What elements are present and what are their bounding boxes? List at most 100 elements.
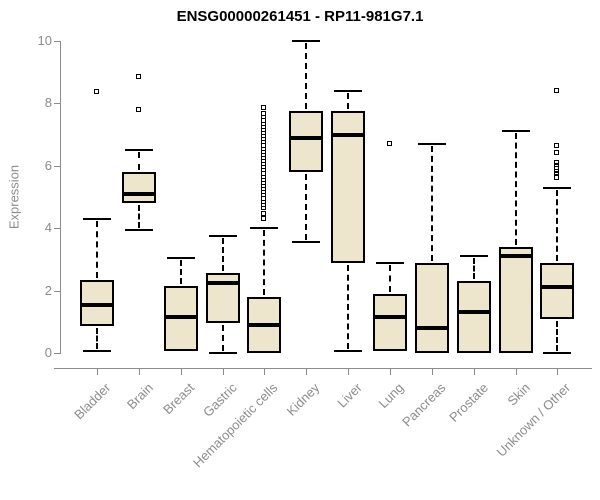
outlier-point: [387, 140, 392, 146]
outlier-point: [136, 106, 141, 112]
x-tick-label: Prostate: [445, 380, 491, 425]
upper-whisker-cap: [460, 255, 488, 258]
upper-whisker-cap: [83, 217, 111, 220]
upper-whisker-line: [138, 152, 140, 171]
x-tick-label: Liver: [334, 380, 365, 411]
box: [457, 281, 491, 353]
upper-whisker-line: [222, 238, 224, 272]
upper-whisker-cap: [502, 130, 530, 133]
outlier-point: [261, 111, 266, 117]
median-line: [542, 285, 572, 290]
lower-whisker-cap: [125, 228, 153, 231]
y-axis-tick: [54, 165, 61, 167]
outlier-point: [136, 73, 141, 79]
median-line: [291, 135, 321, 140]
y-tick-label: 2: [44, 282, 52, 298]
upper-whisker-line: [515, 133, 517, 245]
x-axis-tick: [97, 368, 98, 375]
x-axis-tick: [348, 368, 349, 375]
upper-whisker-line: [180, 259, 182, 284]
upper-whisker-line: [263, 230, 265, 295]
y-tick-label: 8: [44, 95, 52, 111]
lower-whisker-cap: [543, 352, 571, 354]
x-axis-tick: [223, 368, 224, 375]
outlier-point: [261, 105, 266, 111]
median-line: [501, 254, 531, 259]
outlier-point: [94, 89, 99, 95]
x-axis-tick: [181, 368, 182, 375]
x-axis-tick: [139, 368, 140, 375]
lower-whisker-cap: [209, 352, 237, 354]
median-line: [417, 326, 447, 331]
box: [499, 246, 533, 353]
x-axis-tick: [557, 368, 558, 375]
upper-whisker-cap: [334, 89, 362, 92]
upper-whisker-cap: [292, 40, 320, 42]
y-axis-tick: [54, 353, 61, 354]
upper-whisker-cap: [418, 142, 446, 145]
lower-whisker-line: [138, 205, 140, 228]
outlier-point: [261, 211, 266, 217]
x-tick-label: Lung: [375, 380, 407, 412]
upper-whisker-cap: [376, 261, 404, 264]
x-tick-label: Bladder: [71, 380, 114, 423]
upper-whisker-line: [305, 43, 307, 110]
upper-whisker-line: [473, 258, 475, 280]
x-axis-tick: [432, 368, 433, 375]
median-line: [333, 132, 363, 137]
upper-whisker-cap: [167, 256, 195, 259]
y-axis-line: [60, 41, 61, 354]
median-line: [166, 315, 196, 320]
box: [122, 172, 156, 204]
y-axis-tick: [54, 41, 61, 42]
y-axis-tick: [54, 290, 61, 292]
x-axis-tick: [390, 368, 391, 375]
x-axis-tick: [516, 368, 517, 375]
y-axis-tick: [54, 103, 61, 105]
y-tick-label: 10: [37, 33, 52, 48]
median-line: [375, 315, 405, 320]
outlier-point: [261, 215, 266, 221]
median-line: [124, 191, 154, 196]
median-line: [82, 302, 112, 307]
chart-title: ENSG00000261451 - RP11-981G7.1: [176, 8, 424, 25]
y-axis-tick: [54, 228, 61, 230]
x-axis-tick: [264, 368, 265, 375]
outlier-point: [554, 175, 559, 181]
upper-whisker-cap: [250, 227, 278, 230]
outlier-point: [554, 87, 559, 93]
lower-whisker-line: [556, 320, 558, 351]
y-tick-label: 6: [44, 157, 52, 173]
outlier-point: [554, 142, 559, 148]
box: [540, 262, 574, 319]
y-tick-label: 0: [44, 345, 52, 360]
y-axis-label: Expression: [6, 164, 22, 230]
median-line: [208, 280, 238, 285]
x-tick-label: Kidney: [283, 380, 323, 419]
x-tick-label: Skin: [504, 380, 533, 409]
median-line: [459, 310, 489, 315]
lower-whisker-line: [305, 174, 307, 241]
upper-whisker-line: [431, 145, 433, 261]
lower-whisker-line: [222, 325, 224, 351]
upper-whisker-cap: [209, 235, 237, 237]
upper-whisker-cap: [125, 149, 153, 152]
box: [415, 262, 449, 353]
lower-whisker-line: [347, 264, 349, 350]
x-axis-line: [54, 368, 592, 369]
upper-whisker-line: [389, 264, 391, 292]
box: [373, 293, 407, 352]
x-axis-tick: [474, 368, 475, 375]
upper-whisker-line: [347, 92, 349, 110]
upper-whisker-line: [96, 220, 98, 278]
lower-whisker-cap: [292, 241, 320, 244]
box: [289, 111, 323, 173]
x-tick-label: Breast: [160, 380, 198, 418]
upper-whisker-line: [556, 189, 558, 261]
lower-whisker-cap: [334, 350, 362, 353]
y-tick-label: 4: [44, 220, 52, 236]
x-axis-tick: [306, 368, 307, 375]
median-line: [249, 322, 279, 327]
lower-whisker-cap: [83, 350, 111, 353]
